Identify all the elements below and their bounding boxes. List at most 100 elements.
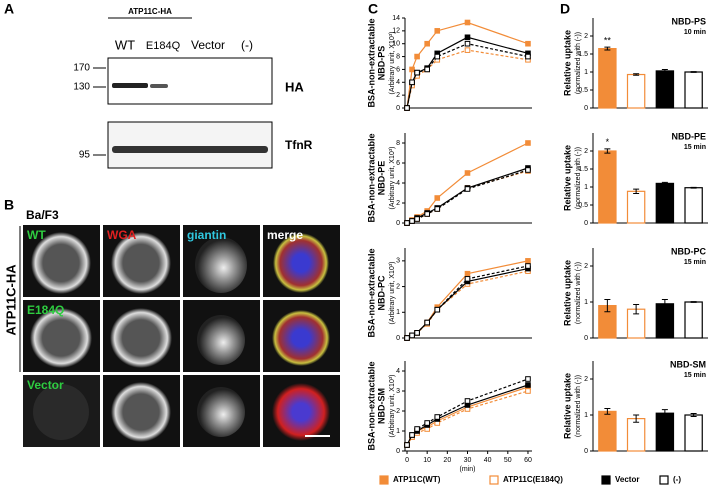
y-tick-label: 0 (584, 448, 588, 455)
point (525, 382, 531, 388)
point (404, 220, 410, 226)
y-axis-label: NBD-PE (376, 161, 386, 196)
point (464, 276, 471, 282)
error-bar (633, 188, 640, 194)
bar (655, 412, 675, 452)
panel-letter: D (560, 1, 570, 17)
blot (107, 57, 273, 105)
point (409, 332, 415, 339)
blot-group: ATP11C-HA (128, 7, 172, 16)
point (464, 398, 471, 404)
channel-label: WGA (107, 228, 137, 242)
cell (272, 383, 330, 441)
legend-label: ATP11C(E184Q) (503, 475, 563, 484)
y-tick-label: 2 (396, 283, 400, 290)
legend-swatch (379, 475, 389, 485)
point (525, 263, 531, 269)
error-bar (633, 414, 640, 423)
bar (684, 187, 703, 224)
panel-letter: B (4, 197, 14, 213)
point (414, 426, 420, 432)
series-line (406, 386, 529, 446)
bar (684, 301, 703, 339)
band (150, 84, 168, 88)
y-tick-label: 1 (584, 69, 588, 76)
chart-title: NBD-SM (670, 359, 706, 369)
point (409, 79, 415, 86)
x-tick-label: 40 (484, 457, 492, 464)
bar (684, 71, 703, 109)
point (464, 34, 471, 41)
legend-swatch (601, 475, 611, 485)
cell (195, 237, 247, 293)
point (434, 53, 441, 60)
cell (197, 387, 245, 437)
mw-marker: 130 (73, 82, 90, 93)
chart-subtitle: 15 min (684, 144, 706, 151)
y-tick-label: 0.5 (578, 87, 588, 94)
series-line (406, 384, 529, 446)
bar (598, 150, 617, 224)
point (409, 66, 415, 73)
cell (33, 384, 89, 440)
y-tick-label: 6 (396, 66, 400, 73)
point (414, 216, 420, 222)
lane-label: E184Q (146, 40, 181, 52)
chart-title: NBD-PS (671, 16, 706, 26)
y-axis-label: Relative uptake (562, 260, 572, 326)
y-tick-label: 0 (584, 220, 588, 227)
bar (598, 47, 617, 109)
micrograph-grid (23, 225, 343, 447)
band (112, 146, 268, 153)
point (434, 206, 441, 212)
error-bar (604, 408, 611, 415)
bar (655, 182, 675, 224)
cell (111, 382, 171, 442)
y-axis-label: Relative uptake (562, 145, 572, 211)
legend-label: (-) (673, 475, 681, 484)
point (525, 40, 531, 47)
point (414, 53, 420, 60)
series-line (406, 43, 529, 109)
error-bar (661, 181, 668, 185)
error-bar (661, 409, 668, 418)
y-tick-label: 2 (584, 33, 588, 40)
blot (107, 121, 273, 169)
bar (626, 190, 646, 224)
band-label: TfnR (285, 138, 313, 152)
error-bar (604, 298, 611, 313)
panel-letter: A (4, 1, 14, 17)
x-tick-label: 50 (504, 457, 512, 464)
significance: ** (604, 36, 612, 46)
point (464, 19, 471, 26)
x-tick-label: 0 (405, 457, 409, 464)
point (434, 195, 441, 201)
band (112, 83, 148, 88)
error-bar (690, 71, 697, 73)
point (409, 432, 415, 438)
legend-label: ATP11C(WT) (393, 475, 441, 484)
y-tick-label: 1.5 (578, 51, 588, 58)
lane-label: WT (115, 37, 135, 52)
point (404, 335, 410, 341)
legend-swatch (659, 475, 669, 485)
y-axis-label: BSA-non-extractable (366, 133, 376, 222)
point (464, 40, 471, 47)
channel-label: merge (267, 228, 303, 242)
y-tick-label: 12 (392, 28, 400, 35)
error-bar (690, 301, 697, 303)
y-tick-label: 14 (392, 15, 400, 22)
y-tick-label: 1 (396, 309, 400, 316)
row-label: Vector (27, 378, 64, 392)
y-axis-unit: (normalized with (-)) (575, 375, 582, 437)
point (525, 140, 531, 146)
y-tick-label: 1.5 (578, 166, 588, 173)
series-line (406, 49, 529, 109)
y-tick-label: 0 (584, 105, 588, 112)
cell (272, 310, 330, 366)
bar (626, 418, 646, 452)
y-tick-label: 10 (392, 41, 400, 48)
error-bar (661, 298, 668, 309)
y-axis-label: BSA-non-extractable (366, 361, 376, 450)
